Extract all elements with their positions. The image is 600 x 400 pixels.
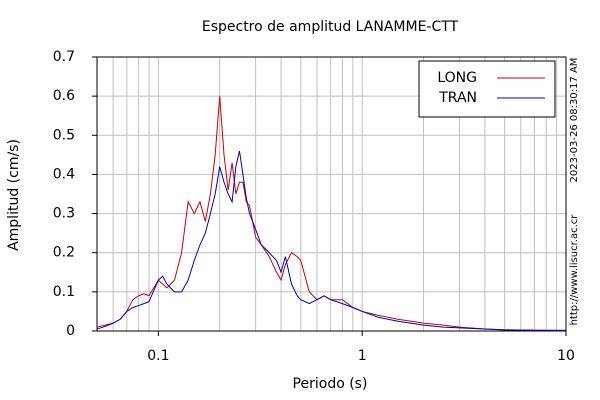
url: http://www.lisucr.ac.cr [569, 214, 580, 326]
y-tick-label: 0 [66, 323, 75, 339]
legend-label: LONG [437, 70, 477, 86]
plot-frame [96, 56, 567, 332]
y-tick-label: 0.3 [53, 206, 75, 222]
x-tick-label: 10 [557, 348, 575, 364]
y-tick-label: 0.2 [53, 245, 75, 261]
x-axis-label: Periodo (s) [293, 376, 368, 392]
series-line [96, 150, 567, 332]
y-tick-label: 0.5 [53, 127, 75, 143]
x-tick-label: 1 [358, 348, 367, 364]
y-tick-label: 0.7 [53, 49, 75, 65]
y-tick-label: 0.4 [53, 166, 75, 182]
chart-title: Espectro de amplitud LANAMME-CTT [202, 19, 459, 35]
y-tick-label: 0.1 [53, 284, 75, 300]
x-tick-label: 0.1 [147, 348, 169, 364]
legend-label: TRAN [438, 90, 477, 106]
y-tick-label: 0.6 [53, 88, 75, 104]
legend-box [418, 60, 556, 118]
y-axis-label: Amplitud (cm/s) [6, 139, 22, 251]
timestamp: 2023-03-26 08:30:17 AM [569, 58, 580, 183]
